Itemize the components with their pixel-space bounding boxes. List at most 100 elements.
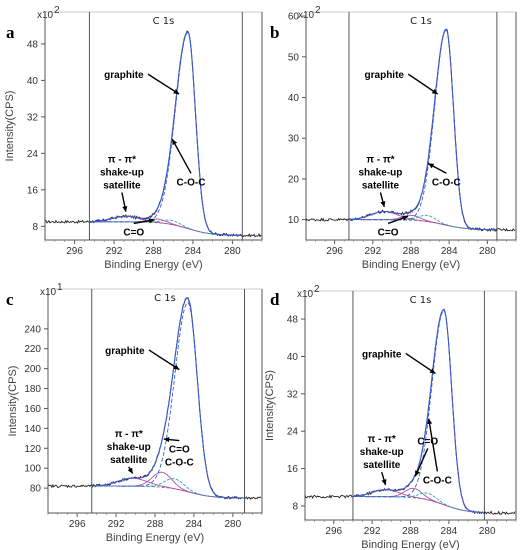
annotation-arrow: [428, 418, 439, 472]
x-axis-label: Binding Energy (eV): [362, 259, 460, 271]
annotation-label: shake-up: [100, 167, 144, 178]
x-tick-label: 284: [186, 519, 203, 530]
y-tick-label: 50: [288, 52, 300, 63]
annotation-label: graphite: [105, 346, 145, 357]
y-multiplier: x10: [40, 287, 57, 298]
annotation-label: C-O-C: [432, 177, 461, 188]
panel-letter: d: [270, 290, 280, 309]
panel-title: C 1s: [410, 295, 432, 306]
y-tick-label: 240: [24, 324, 41, 335]
y-multiplier-exp: 2: [54, 5, 60, 16]
y-tick-label: 48: [287, 315, 299, 326]
chart-panel-b: b C 1s x10 2 10 20 30 40 50 60 296 292 288 284 280 Bind…: [270, 5, 517, 271]
annotation-label: C=O: [378, 227, 399, 238]
panel-title: C 1s: [410, 16, 432, 27]
y-tick-label: 16: [287, 464, 299, 475]
graphite-component: [349, 29, 496, 231]
annotation-arrow: [148, 349, 180, 371]
annotation-arrowhead: [428, 163, 435, 169]
envelope-line: [352, 309, 484, 514]
annotation-label: graphite: [104, 70, 144, 81]
annotation-label: π - π*: [115, 429, 143, 440]
chart-panel-d: d C 1s x10 2 8 16 24 32 40 48 296 292 288 284 280 Bindi…: [264, 284, 517, 550]
x-axis-label: Binding Energy (eV): [106, 532, 204, 544]
x-tick-label: 288: [147, 519, 164, 530]
c-o-c-component: [89, 219, 242, 236]
annotation-label: graphite: [362, 349, 402, 360]
y-tick-label: 120: [24, 444, 41, 455]
x-axis-label: Binding Energy (eV): [104, 259, 202, 271]
pi-satellite-component: [89, 215, 242, 236]
y-multiplier-exp: 1: [57, 282, 63, 293]
graphite-component: [89, 31, 242, 236]
annotation-arrowhead: [122, 205, 128, 212]
annotation-label: satellite: [363, 460, 401, 471]
y-tick-label: 30: [288, 134, 300, 145]
annotation-label: shake-up: [107, 442, 151, 453]
y-tick-label: 60: [288, 12, 300, 23]
y-tick-label: 24: [27, 149, 39, 160]
pi-satellite-component: [352, 489, 484, 513]
x-tick-label: 280: [479, 246, 496, 257]
y-tick-label: 16: [27, 185, 39, 196]
annotation-label: shake-up: [360, 447, 404, 458]
envelope-line: [91, 297, 244, 499]
annotation-label: shake-up: [359, 167, 403, 178]
y-tick-label: 32: [287, 389, 299, 400]
x-tick-label: 296: [326, 246, 343, 257]
x-axis-label: Binding Energy (eV): [361, 539, 459, 550]
x-tick-label: 296: [66, 246, 83, 257]
x-tick-label: 292: [364, 246, 381, 257]
y-tick-label: 180: [24, 384, 41, 395]
y-multiplier: x10: [298, 10, 315, 21]
c-o-c-component: [91, 478, 244, 499]
annotation-label: π - π*: [108, 154, 136, 165]
y-multiplier: x10: [37, 10, 54, 21]
y-tick-label: 220: [24, 344, 41, 355]
y-tick-label: 48: [27, 39, 39, 50]
annotation-arrowhead: [148, 218, 155, 224]
x-tick-label: 284: [441, 526, 458, 537]
annotation-arrowhead: [381, 479, 387, 486]
x-tick-label: 288: [403, 246, 420, 257]
annotation-arrow: [147, 73, 180, 95]
panel-letter: c: [6, 290, 14, 309]
c-o-c-component: [353, 492, 484, 513]
y-tick-label: 10: [288, 215, 300, 226]
chart-panel-a: a C 1s x10 2 8 16 24 32 40 48 296 292 288 284 280 Bindi…: [4, 5, 263, 271]
annotation-arrowhead: [380, 201, 386, 207]
x-tick-label: 288: [402, 526, 419, 537]
graphite-component: [353, 310, 484, 513]
annotation-label: satellite: [110, 455, 148, 466]
x-tick-label: 284: [441, 246, 458, 257]
x-tick-label: 288: [145, 246, 162, 257]
annotation-label: π - π*: [366, 154, 394, 165]
y-tick-label: 20: [288, 174, 300, 185]
x-tick-label: 280: [224, 519, 241, 530]
annotation-label: C-O-C: [177, 177, 206, 188]
annotation-arrowhead: [127, 467, 133, 474]
raw-spectrum-line: [47, 296, 262, 500]
graphite-component: [91, 302, 244, 499]
panel-letter: a: [6, 23, 15, 42]
annotation-label: satellite: [103, 180, 141, 191]
y-tick-label: 32: [27, 112, 39, 123]
annotation-arrowhead: [402, 215, 409, 221]
annotation-arrowhead: [431, 88, 438, 95]
panel-title: C 1s: [154, 293, 176, 304]
annotation-arrowhead: [172, 139, 178, 146]
c-o-component: [91, 471, 244, 499]
y-tick-label: 40: [287, 352, 299, 363]
y-tick-label: 24: [287, 427, 299, 438]
annotation-arrowhead: [429, 368, 436, 374]
annotation-label: graphite: [365, 70, 405, 81]
c-o-c-component: [349, 214, 496, 231]
y-tick-label: 200: [24, 364, 41, 375]
y-tick-label: 160: [24, 404, 41, 415]
y-tick-label: 140: [24, 424, 41, 435]
y-tick-label: 8: [292, 501, 298, 512]
y-multiplier-exp: 2: [314, 284, 320, 295]
y-tick-label: 8: [32, 222, 38, 233]
raw-spectrum-line: [305, 28, 516, 233]
